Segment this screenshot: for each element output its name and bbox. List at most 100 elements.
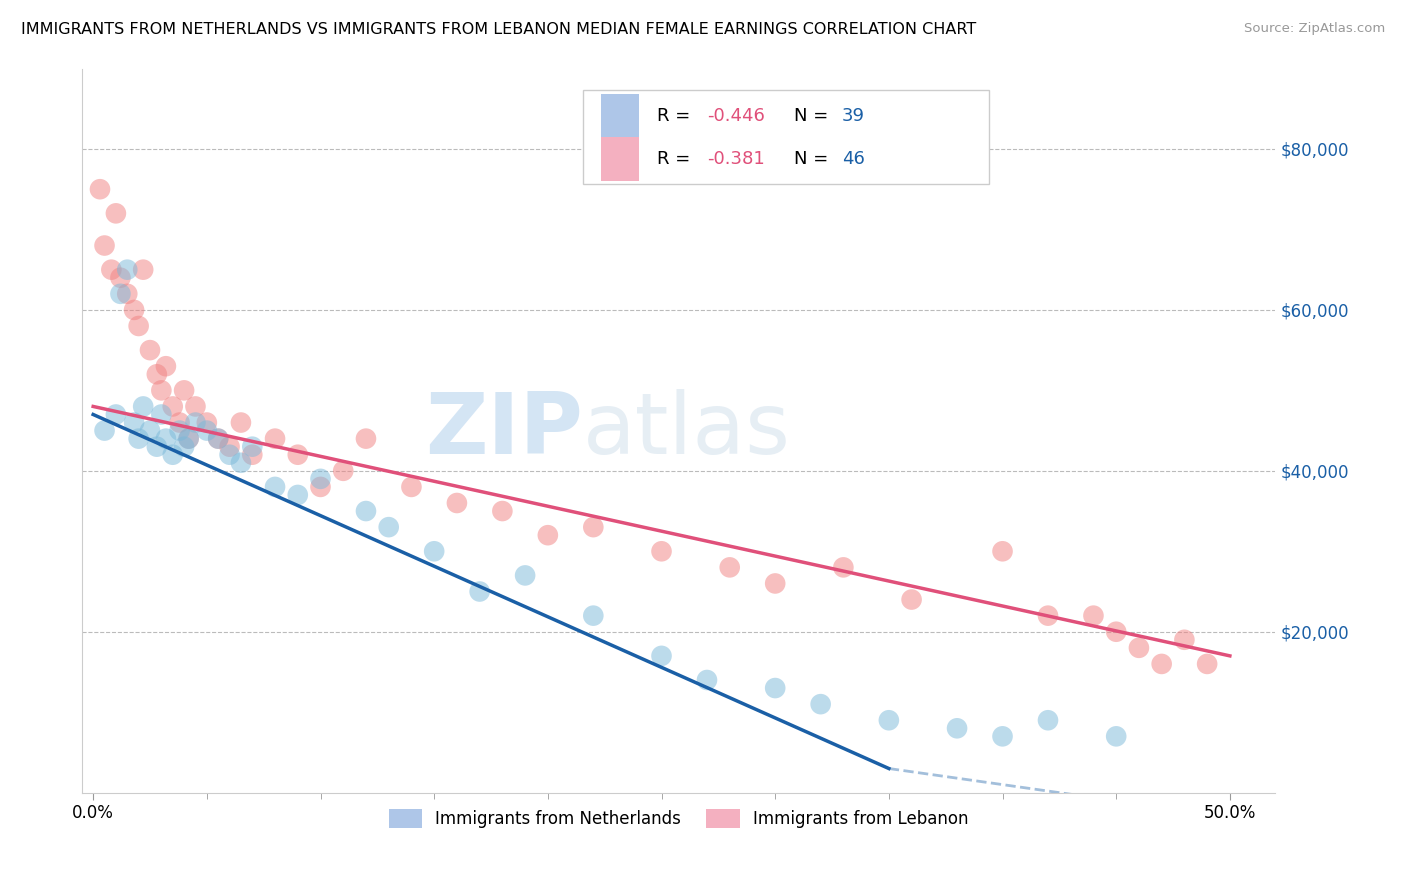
- Point: [763, 576, 786, 591]
- Text: 39: 39: [842, 106, 865, 125]
- Point: [184, 400, 207, 414]
- Text: Source: ZipAtlas.com: Source: ZipAtlas.com: [1244, 22, 1385, 36]
- Point: [582, 608, 605, 623]
- Point: [1036, 608, 1059, 623]
- Point: [1197, 657, 1219, 671]
- Text: N =: N =: [794, 150, 834, 168]
- Text: N =: N =: [794, 106, 834, 125]
- Point: [696, 673, 718, 687]
- Point: [173, 384, 195, 398]
- Point: [229, 416, 252, 430]
- Point: [155, 432, 177, 446]
- Point: [354, 432, 377, 446]
- Point: [332, 464, 354, 478]
- Point: [229, 456, 252, 470]
- Point: [184, 416, 207, 430]
- Point: [104, 206, 127, 220]
- Text: ZIP: ZIP: [426, 389, 583, 472]
- Point: [900, 592, 922, 607]
- Legend: Immigrants from Netherlands, Immigrants from Lebanon: Immigrants from Netherlands, Immigrants …: [382, 803, 976, 835]
- Point: [650, 648, 672, 663]
- Point: [155, 359, 177, 374]
- Point: [207, 432, 229, 446]
- Point: [946, 721, 969, 735]
- Point: [177, 432, 200, 446]
- Point: [195, 416, 218, 430]
- Point: [110, 270, 132, 285]
- Point: [309, 472, 332, 486]
- Point: [446, 496, 468, 510]
- Point: [169, 416, 191, 430]
- Point: [287, 448, 309, 462]
- Point: [110, 286, 132, 301]
- Point: [513, 568, 536, 582]
- FancyBboxPatch shape: [600, 137, 640, 181]
- Point: [128, 318, 150, 333]
- Text: 46: 46: [842, 150, 865, 168]
- Point: [1105, 729, 1128, 743]
- Point: [150, 408, 173, 422]
- Point: [264, 480, 287, 494]
- Text: atlas: atlas: [583, 389, 792, 472]
- Point: [132, 400, 155, 414]
- Point: [1036, 713, 1059, 727]
- Point: [162, 448, 184, 462]
- Point: [354, 504, 377, 518]
- Text: -0.381: -0.381: [707, 150, 765, 168]
- FancyBboxPatch shape: [583, 90, 988, 185]
- Point: [122, 302, 145, 317]
- Text: -0.446: -0.446: [707, 106, 765, 125]
- Point: [169, 424, 191, 438]
- Point: [832, 560, 855, 574]
- Point: [1150, 657, 1173, 671]
- Point: [377, 520, 399, 534]
- Point: [1105, 624, 1128, 639]
- Point: [177, 432, 200, 446]
- Point: [401, 480, 423, 494]
- Text: R =: R =: [657, 150, 696, 168]
- Point: [139, 424, 162, 438]
- Point: [877, 713, 900, 727]
- Point: [309, 480, 332, 494]
- Point: [93, 424, 115, 438]
- Point: [139, 343, 162, 358]
- Point: [122, 416, 145, 430]
- Point: [195, 424, 218, 438]
- Point: [468, 584, 491, 599]
- Point: [537, 528, 560, 542]
- Point: [991, 729, 1014, 743]
- Point: [1083, 608, 1105, 623]
- Point: [240, 440, 263, 454]
- Point: [150, 384, 173, 398]
- Point: [763, 681, 786, 695]
- Point: [1128, 640, 1150, 655]
- Point: [162, 400, 184, 414]
- Point: [128, 432, 150, 446]
- Point: [207, 432, 229, 446]
- Point: [810, 697, 832, 711]
- FancyBboxPatch shape: [600, 94, 640, 137]
- Point: [991, 544, 1014, 558]
- Point: [146, 440, 169, 454]
- Point: [264, 432, 287, 446]
- Point: [100, 262, 122, 277]
- Point: [582, 520, 605, 534]
- Point: [93, 238, 115, 252]
- Point: [718, 560, 741, 574]
- Point: [240, 448, 263, 462]
- Text: R =: R =: [657, 106, 696, 125]
- Point: [89, 182, 111, 196]
- Point: [423, 544, 446, 558]
- Text: IMMIGRANTS FROM NETHERLANDS VS IMMIGRANTS FROM LEBANON MEDIAN FEMALE EARNINGS CO: IMMIGRANTS FROM NETHERLANDS VS IMMIGRANT…: [21, 22, 976, 37]
- Point: [104, 408, 127, 422]
- Point: [173, 440, 195, 454]
- Point: [287, 488, 309, 502]
- Point: [218, 448, 240, 462]
- Point: [491, 504, 513, 518]
- Point: [1173, 632, 1195, 647]
- Point: [650, 544, 672, 558]
- Point: [132, 262, 155, 277]
- Point: [146, 368, 169, 382]
- Point: [117, 286, 139, 301]
- Point: [117, 262, 139, 277]
